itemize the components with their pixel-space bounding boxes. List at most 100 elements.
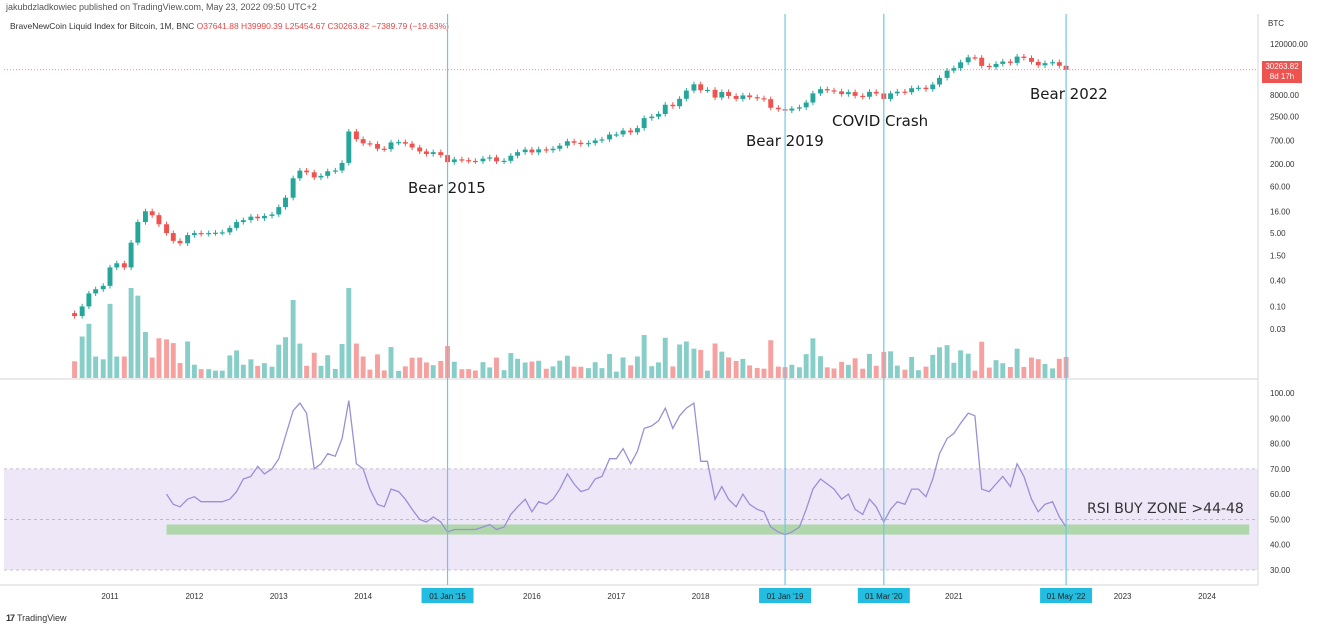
price-tick-label: 200.00 <box>1270 160 1295 169</box>
candle <box>867 91 872 97</box>
volume-bar <box>733 360 739 378</box>
candle <box>417 147 423 152</box>
volume-bar <box>599 368 605 378</box>
volume-bar <box>339 343 345 378</box>
candle <box>972 57 978 59</box>
candle <box>965 57 971 63</box>
x-tick-label: 2013 <box>270 592 288 601</box>
candle <box>937 77 942 85</box>
candle <box>325 171 331 176</box>
candle <box>747 95 753 98</box>
candle <box>550 148 556 151</box>
candle <box>198 233 204 235</box>
candle <box>599 139 605 141</box>
candle <box>227 227 233 233</box>
volume-bar <box>198 369 204 378</box>
volume-bar <box>480 362 486 378</box>
candle <box>367 143 373 145</box>
candle <box>142 211 148 223</box>
volume-bar <box>1035 359 1041 378</box>
volume-bar <box>810 338 816 378</box>
volume-bar <box>227 355 233 378</box>
volume-bar <box>156 338 162 378</box>
candle <box>86 293 92 307</box>
candle <box>402 142 408 144</box>
volume-bar <box>346 288 352 378</box>
candle <box>388 142 394 150</box>
candle <box>543 149 549 151</box>
candle <box>297 170 303 179</box>
candle <box>1056 62 1062 66</box>
candle <box>860 95 866 98</box>
event-date-tag-label: 01 Jan '19 <box>767 592 804 601</box>
candle <box>641 118 647 129</box>
candle <box>979 57 985 66</box>
candle <box>466 160 472 162</box>
candle <box>360 139 366 144</box>
volume-bar <box>423 362 429 378</box>
x-tick-label: 2014 <box>354 592 372 601</box>
candle <box>607 134 613 140</box>
volume-bar <box>325 355 331 378</box>
candle <box>571 141 577 143</box>
candle <box>662 104 668 114</box>
volume-bar <box>740 358 746 378</box>
symbol-name: BraveNewCoin Liquid Index for Bitcoin, 1… <box>10 21 195 31</box>
candle <box>944 70 950 78</box>
x-tick-label: 2016 <box>523 592 541 601</box>
volume-bar <box>191 364 197 378</box>
candle <box>430 152 436 154</box>
volume-bar <box>993 360 999 378</box>
x-tick-label: 2011 <box>101 592 119 601</box>
volume-bar <box>466 369 472 378</box>
price-tick-label: 0.10 <box>1270 302 1286 311</box>
rsi-tick-label: 30.00 <box>1270 566 1291 575</box>
candle <box>845 92 851 95</box>
candle <box>1042 63 1048 66</box>
tradingview-logo[interactable]: 17 TradingView <box>6 613 67 623</box>
volume-bar <box>318 365 324 378</box>
candle <box>487 157 493 159</box>
candle <box>149 211 155 216</box>
candle <box>269 214 275 216</box>
volume-bar <box>628 365 634 378</box>
volume-bar <box>255 365 261 378</box>
candle <box>501 160 507 163</box>
ohlc-values: O37641.88 H39990.39 L25454.67 C30263.82 … <box>196 21 450 31</box>
candle <box>396 142 402 144</box>
candle <box>852 92 858 96</box>
candle <box>318 175 324 178</box>
price-tick-label: 2500.00 <box>1270 113 1299 122</box>
candle <box>255 216 261 219</box>
volume-bar <box>451 361 457 378</box>
event-label: Bear 2022 <box>1030 85 1108 103</box>
volume-bar <box>1029 357 1034 378</box>
volume-bar <box>620 357 626 378</box>
volume-bar <box>641 334 647 378</box>
volume-bar <box>824 367 830 378</box>
candle <box>248 216 254 221</box>
price-tick-label: 8000.00 <box>1270 91 1299 100</box>
candle <box>670 104 676 107</box>
volume-bar <box>986 367 992 378</box>
volume-bar <box>979 341 985 378</box>
volume-bar <box>487 367 493 378</box>
candle <box>170 233 176 241</box>
candle <box>1035 61 1041 66</box>
volume-bar <box>937 347 942 378</box>
volume-bar <box>494 357 499 378</box>
volume-bar <box>79 336 85 378</box>
footer-brand: TradingView <box>17 613 67 623</box>
tradingview-mark-icon: 17 <box>6 613 15 623</box>
candle <box>915 87 921 89</box>
volume-bar <box>571 366 577 378</box>
volume-bar <box>634 356 640 378</box>
last-price-value: 30263.82 <box>1265 62 1299 71</box>
volume-bar <box>367 369 373 378</box>
candle <box>1021 56 1027 58</box>
volume-bar <box>72 361 78 378</box>
volume-bar <box>276 344 282 378</box>
candle <box>311 172 317 178</box>
price-tick-label: 0.40 <box>1270 276 1286 285</box>
